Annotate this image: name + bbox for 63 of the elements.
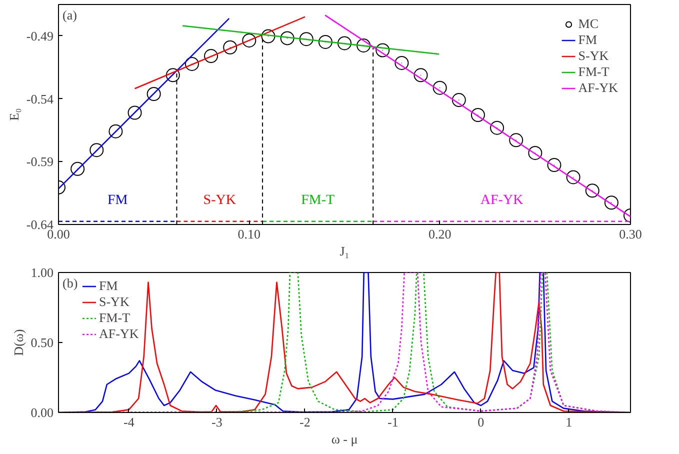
point (128, 106, 142, 120)
legend-label: AF-YK (99, 326, 139, 342)
point (452, 93, 466, 108)
series-label: S-YK (203, 193, 236, 208)
series-label: FM-T (301, 193, 335, 208)
series-label: AF-YK (480, 193, 524, 208)
point (184, 56, 199, 71)
x-tick-label: -2 (299, 414, 310, 430)
point (547, 158, 562, 172)
point (432, 80, 447, 95)
y-tick-label: 1.00 (30, 265, 54, 280)
point (223, 40, 238, 54)
legend-label: MC (578, 16, 598, 32)
point (204, 49, 218, 64)
y-tick-label: 0.00 (30, 405, 54, 420)
legend-label: S-YK (99, 294, 130, 310)
legend-label: FM-T (99, 310, 130, 326)
point (566, 170, 580, 184)
annotation: (b) (62, 276, 78, 290)
point (299, 32, 314, 46)
y-axis-title: E₀ (6, 108, 22, 121)
point (528, 146, 542, 160)
series-label: FM (107, 193, 128, 208)
point (318, 34, 332, 49)
y-tick-label: -0.54 (26, 91, 54, 106)
y-tick-label: -0.49 (26, 28, 54, 44)
annotation: (a) (62, 8, 77, 22)
x-tick-label: -4 (123, 414, 135, 430)
point (509, 133, 524, 148)
x-tick-label: 0 (478, 414, 484, 430)
point (261, 29, 276, 44)
point (166, 68, 180, 82)
point (585, 184, 600, 198)
point (414, 68, 428, 82)
y-tick-label: -0.59 (26, 154, 54, 170)
point (376, 43, 390, 58)
point (242, 33, 256, 48)
point (70, 162, 85, 176)
point (604, 196, 618, 210)
x-tick-label: 0.30 (619, 226, 642, 242)
y-tick-label: 0.50 (30, 335, 54, 350)
point (108, 124, 123, 138)
legend-label: FM (99, 278, 119, 294)
y-axis-title: D(ω) (10, 329, 26, 356)
point (338, 36, 352, 50)
x-tick-label: -3 (211, 414, 222, 430)
x-tick-label: -1 (387, 414, 398, 430)
x-tick-label: 1 (566, 414, 572, 430)
x-tick-label: 0.10 (238, 226, 261, 242)
x-tick-label: 0.20 (428, 226, 452, 242)
point (394, 56, 409, 70)
legend-label: FM (578, 32, 598, 48)
point (356, 38, 371, 52)
point (490, 120, 504, 135)
point (146, 87, 161, 101)
point (470, 108, 485, 122)
legend-label: FM-T (578, 64, 610, 80)
x-axis-title: ω - μ (331, 432, 358, 446)
point (90, 143, 104, 158)
x-axis-title: J₁ (340, 244, 350, 258)
legend-label: AF-YK (578, 80, 618, 96)
legend-label: S-YK (578, 48, 609, 64)
point (280, 31, 294, 46)
